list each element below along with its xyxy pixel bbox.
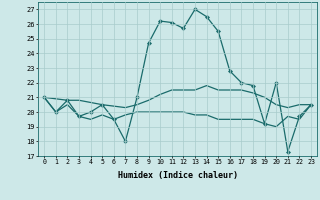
X-axis label: Humidex (Indice chaleur): Humidex (Indice chaleur) (118, 171, 238, 180)
